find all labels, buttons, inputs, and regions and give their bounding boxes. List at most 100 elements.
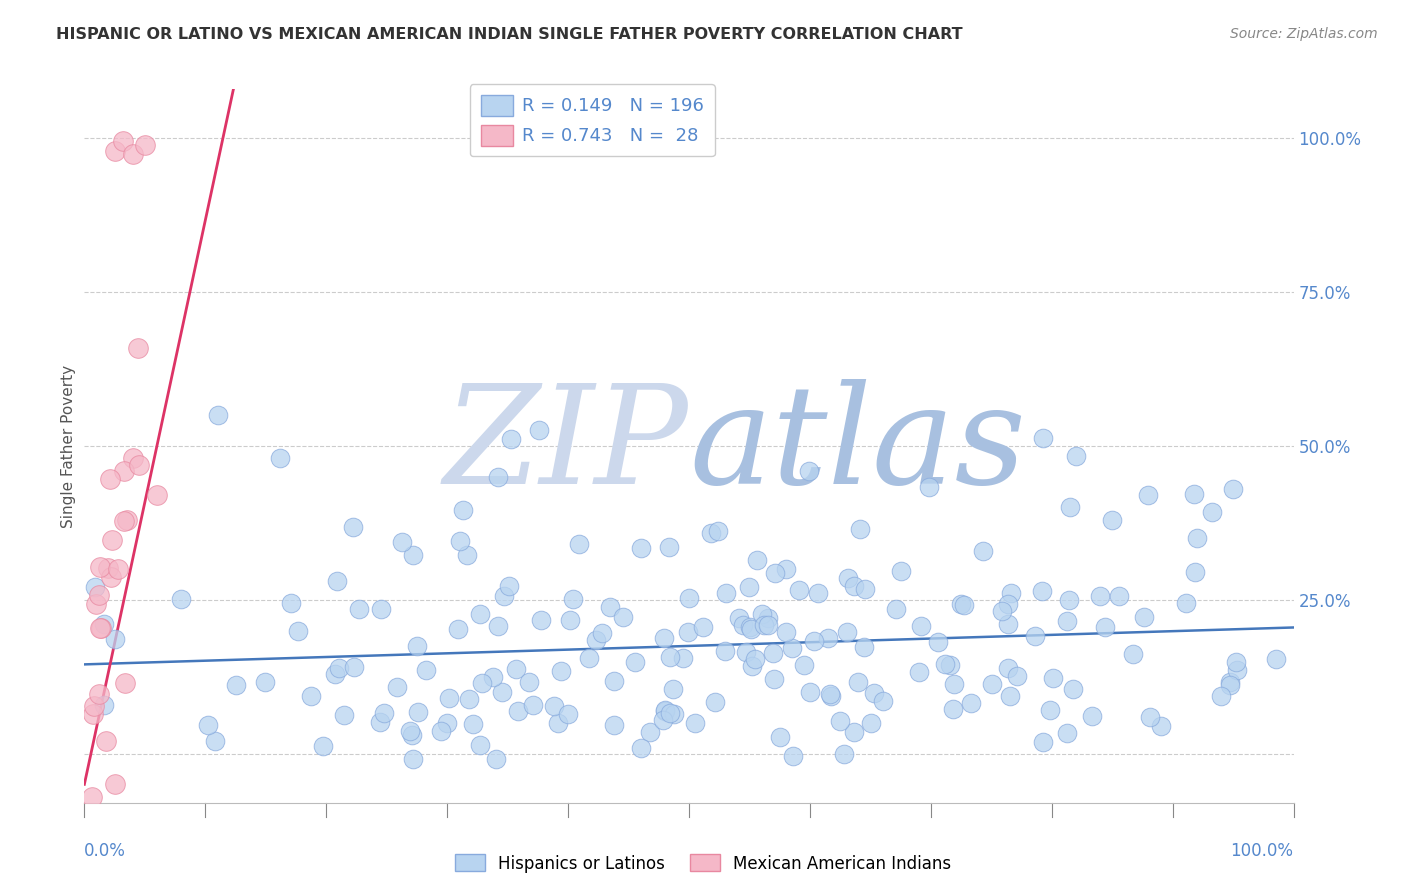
Point xyxy=(112,464,135,478)
Point xyxy=(751,607,773,622)
Point xyxy=(1182,487,1205,501)
Point xyxy=(439,691,461,706)
Point xyxy=(430,724,453,739)
Point xyxy=(860,715,883,730)
Point xyxy=(775,562,797,576)
Point xyxy=(950,597,973,611)
Point xyxy=(127,342,149,356)
Point xyxy=(114,676,136,690)
Point xyxy=(942,677,965,691)
Point xyxy=(468,738,491,752)
Point xyxy=(1042,671,1064,685)
Point xyxy=(934,657,956,671)
Point xyxy=(1005,669,1028,683)
Point xyxy=(872,694,894,708)
Text: atlas: atlas xyxy=(689,379,1026,513)
Point xyxy=(578,650,600,665)
Point xyxy=(104,144,127,158)
Point xyxy=(225,677,247,691)
Point xyxy=(959,696,981,710)
Point xyxy=(450,534,472,549)
Point xyxy=(299,689,322,703)
Point xyxy=(486,618,509,632)
Point xyxy=(662,682,685,697)
Point xyxy=(745,553,768,567)
Point xyxy=(997,661,1019,675)
Point xyxy=(652,632,675,646)
Point xyxy=(104,632,127,647)
Point xyxy=(972,544,994,558)
Point xyxy=(591,625,613,640)
Point xyxy=(347,601,370,615)
Point xyxy=(818,687,841,701)
Point xyxy=(446,622,468,636)
Point xyxy=(530,613,553,627)
Point xyxy=(1150,719,1173,733)
Point xyxy=(492,589,515,603)
Point xyxy=(107,562,129,576)
Point xyxy=(517,674,540,689)
Point xyxy=(83,698,105,713)
Point xyxy=(415,663,437,677)
Point xyxy=(853,582,876,596)
Point xyxy=(762,672,785,686)
Point xyxy=(662,706,685,721)
Point xyxy=(1056,725,1078,739)
Point xyxy=(1264,652,1286,666)
Point xyxy=(699,526,721,541)
Point xyxy=(104,777,127,791)
Point xyxy=(738,620,761,634)
Point xyxy=(683,716,706,731)
Point xyxy=(939,657,962,672)
Point xyxy=(370,602,392,616)
Point xyxy=(112,514,135,528)
Point xyxy=(997,598,1019,612)
Point xyxy=(401,728,423,742)
Point xyxy=(97,561,120,575)
Point xyxy=(1222,482,1244,496)
Legend: Hispanics or Latinos, Mexican American Indians: Hispanics or Latinos, Mexican American I… xyxy=(449,847,957,880)
Point xyxy=(1000,586,1022,600)
Point xyxy=(406,639,429,653)
Point xyxy=(468,607,491,621)
Point xyxy=(908,665,931,680)
Point xyxy=(756,617,779,632)
Point xyxy=(651,713,673,727)
Point xyxy=(399,723,422,738)
Point xyxy=(128,458,150,472)
Point xyxy=(312,739,335,753)
Point xyxy=(93,617,115,632)
Point xyxy=(505,662,527,676)
Point xyxy=(692,620,714,634)
Point xyxy=(1175,596,1198,610)
Point xyxy=(1184,565,1206,579)
Point xyxy=(506,705,529,719)
Point xyxy=(1101,513,1123,527)
Point xyxy=(100,570,122,584)
Point xyxy=(1108,590,1130,604)
Point xyxy=(373,706,395,720)
Point xyxy=(754,618,776,632)
Point xyxy=(803,634,825,648)
Point xyxy=(543,699,565,714)
Point xyxy=(1226,663,1249,677)
Point xyxy=(486,470,509,484)
Point xyxy=(624,656,647,670)
Point xyxy=(997,616,1019,631)
Point xyxy=(991,604,1014,618)
Point xyxy=(1219,678,1241,692)
Point xyxy=(463,717,485,731)
Text: Source: ZipAtlas.com: Source: ZipAtlas.com xyxy=(1230,27,1378,41)
Point xyxy=(87,687,110,701)
Point xyxy=(842,579,865,593)
Point xyxy=(197,717,219,731)
Legend: R = 0.149   N = 196, R = 0.743   N =  28: R = 0.149 N = 196, R = 0.743 N = 28 xyxy=(470,84,714,156)
Point xyxy=(741,658,763,673)
Point xyxy=(1057,593,1080,607)
Point xyxy=(1211,689,1233,703)
Point xyxy=(87,588,110,602)
Point xyxy=(835,624,858,639)
Point xyxy=(368,714,391,729)
Point xyxy=(638,725,661,739)
Point xyxy=(630,741,652,756)
